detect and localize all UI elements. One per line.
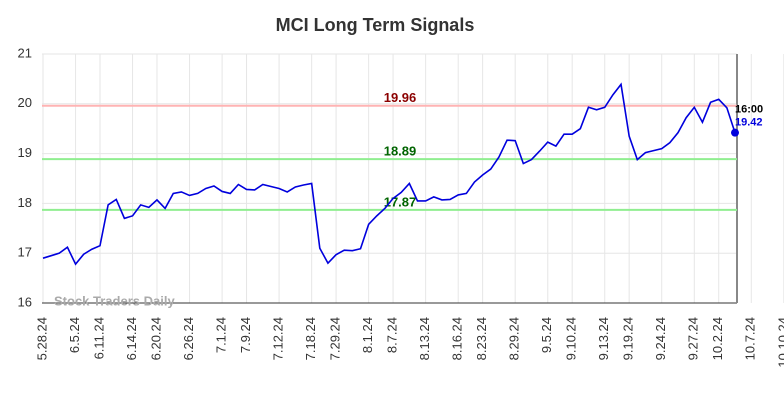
y-tick-label: 16 bbox=[18, 294, 32, 309]
x-tick-label: 6.20.24 bbox=[148, 317, 163, 360]
chart-title: MCI Long Term Signals bbox=[276, 15, 475, 35]
x-tick-label: 10.7.24 bbox=[743, 317, 758, 360]
x-tick-label: 8.1.24 bbox=[360, 317, 375, 353]
x-tick-label: 8.29.24 bbox=[507, 317, 522, 360]
x-tick-label: 9.5.24 bbox=[539, 317, 554, 353]
x-tick-label: 9.24.24 bbox=[653, 317, 668, 360]
x-tick-label: 6.14.24 bbox=[124, 317, 139, 360]
x-tick-label: 10.10.24 bbox=[775, 317, 784, 368]
signal-label: 17.87 bbox=[384, 194, 417, 209]
x-tick-label: 10.2.24 bbox=[710, 317, 725, 360]
x-tick-label: 7.1.24 bbox=[214, 317, 229, 353]
y-tick-label: 18 bbox=[18, 195, 32, 210]
watermark: Stock Traders Daily bbox=[54, 293, 175, 308]
x-tick-label: 7.29.24 bbox=[328, 317, 343, 360]
signal-label: 19.96 bbox=[384, 90, 417, 105]
x-tick-label: 8.7.24 bbox=[385, 317, 400, 353]
y-tick-label: 19 bbox=[18, 145, 32, 160]
signal-label: 18.89 bbox=[384, 144, 417, 159]
last-value: 19.42 bbox=[735, 117, 763, 129]
x-tick-label: 9.13.24 bbox=[596, 317, 611, 360]
x-tick-label: 7.12.24 bbox=[271, 317, 286, 360]
x-tick-label: 6.11.24 bbox=[91, 317, 106, 359]
x-tick-label: 8.23.24 bbox=[474, 317, 489, 360]
x-tick-label: 8.13.24 bbox=[417, 317, 432, 360]
price-line bbox=[42, 82, 736, 266]
last-point bbox=[731, 128, 739, 137]
x-tick-label: 9.27.24 bbox=[686, 317, 701, 360]
x-tick-label: 7.9.24 bbox=[238, 317, 253, 353]
x-tick-label: 9.19.24 bbox=[621, 317, 636, 360]
x-tick-label: 8.16.24 bbox=[450, 317, 465, 360]
x-tick-label: 5.28.24 bbox=[34, 317, 49, 360]
x-tick-label: 9.10.24 bbox=[564, 317, 579, 360]
y-tick-label: 20 bbox=[18, 95, 32, 110]
x-tick-label: 6.5.24 bbox=[67, 317, 82, 353]
y-tick-label: 17 bbox=[18, 245, 32, 260]
last-time: 16:00 bbox=[735, 104, 763, 116]
x-tick-label: 6.26.24 bbox=[181, 317, 196, 360]
y-tick-label: 21 bbox=[18, 45, 32, 60]
x-tick-label: 7.18.24 bbox=[303, 317, 318, 360]
